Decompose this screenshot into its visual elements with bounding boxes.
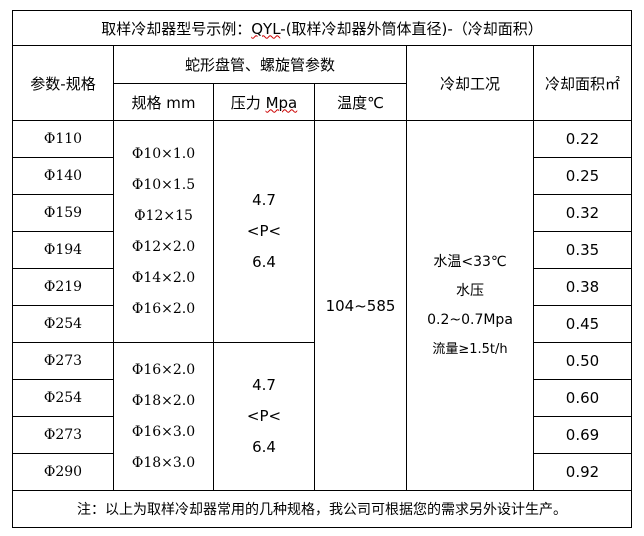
diameter-cell: Φ254 — [12, 379, 114, 417]
area-cell: 0.60 — [532, 379, 633, 417]
diameter-cell: Φ194 — [12, 231, 114, 269]
area-cell: 0.32 — [532, 194, 633, 232]
tube-size: Φ18×2.0 — [131, 392, 196, 409]
tube-size: Φ16×2.0 — [131, 300, 196, 317]
table-title: 取样冷却器型号示例：QYL-(取样冷却器外筒体直径)-（冷却面积） — [11, 10, 633, 46]
condition-line: 0.2~0.7Mpa — [427, 311, 513, 328]
pressure-cell: 4.7 <P< 6.4 — [213, 120, 315, 343]
pressure-line: 4.7 — [252, 191, 276, 209]
pressure-cell: 4.7 <P< 6.4 — [213, 342, 315, 491]
tube-size: Φ12×15 — [134, 207, 193, 224]
model-code: QYL — [251, 19, 281, 38]
table-row: Φ273 Φ16×2.0 Φ18×2.0 Φ16×3.0 Φ18×3.0 4.7 <P< 6.… — [12, 342, 633, 491]
tube-size: Φ18×3.0 — [131, 454, 196, 471]
condition-line: 水压 — [456, 282, 484, 299]
diameter-cell: Φ254 — [12, 305, 114, 343]
pressure-line: 6.4 — [252, 438, 276, 456]
diameter-cell: Φ273 — [12, 342, 114, 380]
condition-line: 水温<33℃ — [433, 253, 507, 270]
table-row: Φ194 0.35 — [12, 231, 633, 269]
header-temperature: 温度℃ — [314, 83, 407, 121]
diameter-cell: Φ273 — [12, 416, 114, 454]
header-pressure: 压力 Mpa — [213, 83, 315, 121]
diameter-cell: Φ140 — [12, 157, 114, 195]
footer-note: 注：以上为取样冷却器常用的几种规格，我公司可根据您的需求另外设计生产。 — [11, 490, 633, 528]
header-cooling-area: 冷却面积㎡ — [532, 45, 633, 121]
tube-size: Φ14×2.0 — [131, 269, 196, 286]
diameter-cell: Φ290 — [12, 453, 114, 491]
table-row: Φ159 0.32 — [12, 194, 633, 232]
pressure-line: 4.7 — [252, 376, 276, 394]
table-row: Φ273 0.69 — [12, 416, 633, 454]
table-row: Φ140 0.25 — [12, 157, 633, 195]
pressure-line: <P< — [246, 222, 282, 240]
table-row: Φ219 0.38 — [12, 268, 633, 306]
table-row: Φ254 0.60 — [12, 379, 633, 417]
tube-size-cell: Φ10×1.0 Φ10×1.5 Φ12×15 Φ12×2.0 Φ14×2.0 Φ16×2.… — [113, 120, 214, 343]
diameter-cell: Φ219 — [12, 268, 114, 306]
temperature-cell: 104~585 — [314, 120, 407, 491]
pressure-line: <P< — [246, 407, 282, 425]
tube-size: Φ10×1.5 — [131, 176, 196, 193]
table-row: Φ254 0.45 — [12, 305, 633, 343]
tube-size: Φ12×2.0 — [131, 238, 196, 255]
area-cell: 0.25 — [532, 157, 633, 195]
area-cell: 0.35 — [532, 231, 633, 269]
pressure-line: 6.4 — [252, 253, 276, 271]
header-spec-param: 参数-规格 — [12, 45, 114, 121]
header-coil-params: 蛇形盘管、螺旋管参数 — [113, 45, 407, 84]
tube-size: Φ16×3.0 — [131, 423, 196, 440]
area-cell: 0.22 — [532, 120, 633, 158]
diameter-cell: Φ159 — [12, 194, 114, 232]
cooler-spec-table: 取样冷却器型号示例：QYL-(取样冷却器外筒体直径)-（冷却面积） 参数-规格 … — [11, 10, 633, 528]
tube-size: Φ10×1.0 — [131, 145, 196, 162]
diameter-cell: Φ110 — [12, 120, 114, 158]
tube-size-cell: Φ16×2.0 Φ18×2.0 Φ16×3.0 Φ18×3.0 — [113, 342, 214, 491]
condition-line: 流量≥1.5t/h — [432, 341, 508, 357]
area-cell: 0.50 — [532, 342, 633, 380]
cooling-condition-cell: 水温<33℃ 水压 0.2~0.7Mpa 流量≥1.5t/h — [406, 120, 534, 491]
table-row: Φ110 Φ10×1.0 Φ10×1.5 Φ12×15 Φ12×2.0 Φ14×2.0 Φ1… — [12, 120, 633, 491]
area-cell: 0.38 — [532, 268, 633, 306]
header-cooling-condition: 冷却工况 — [406, 45, 534, 121]
tube-size: Φ16×2.0 — [131, 361, 196, 378]
area-cell: 0.45 — [532, 305, 633, 343]
area-cell: 0.69 — [532, 416, 633, 454]
area-cell: 0.92 — [532, 453, 633, 491]
header-size: 规格 mm — [113, 83, 214, 121]
